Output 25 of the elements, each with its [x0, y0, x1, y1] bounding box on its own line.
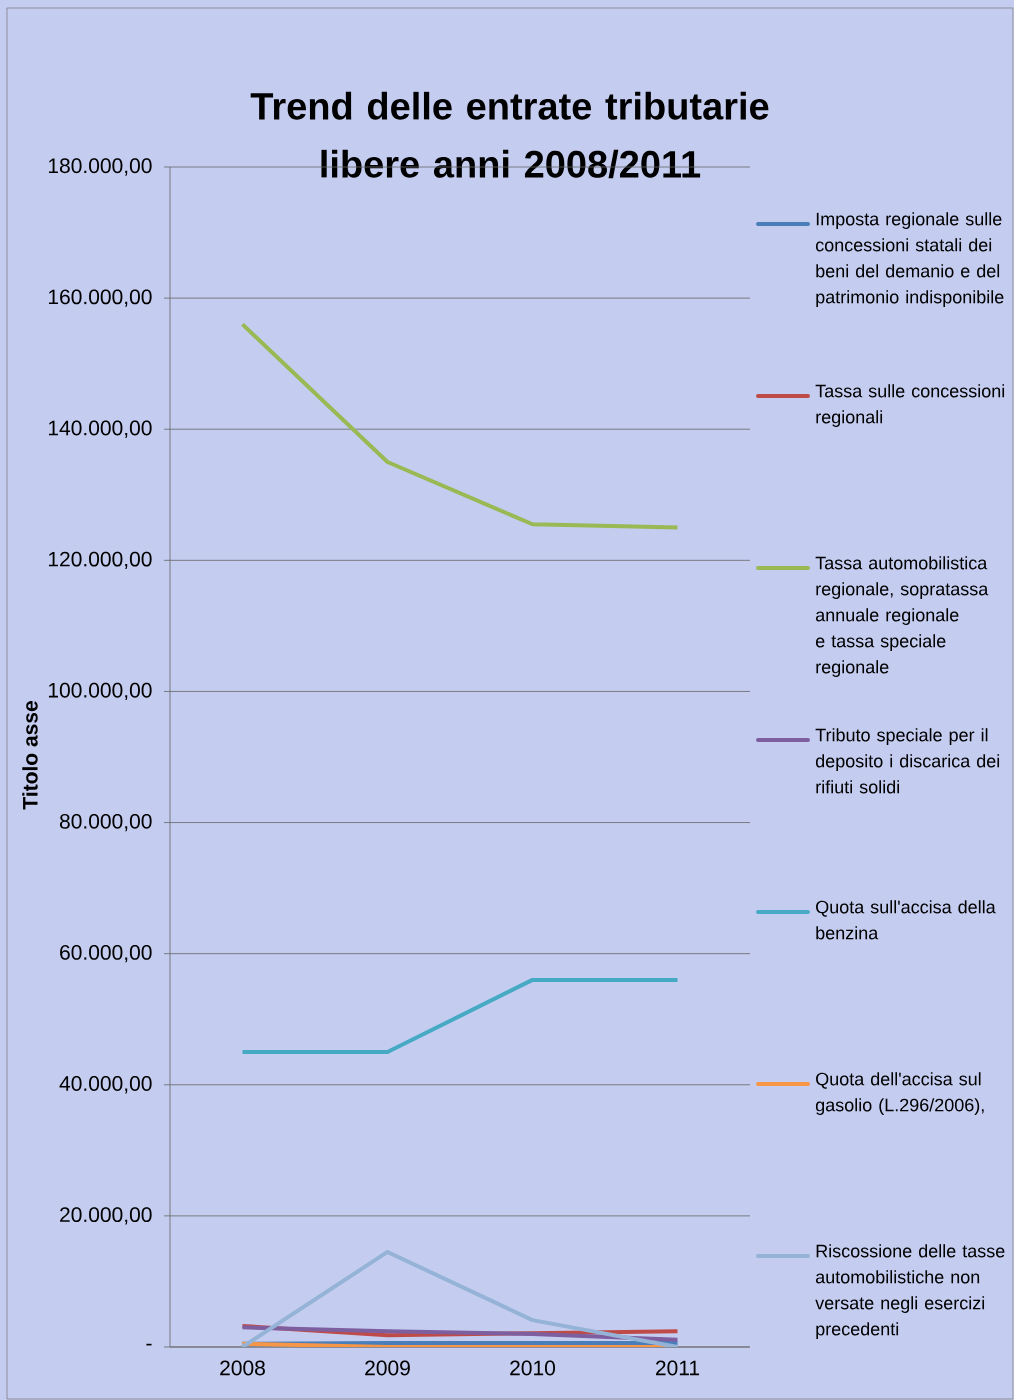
- line-series: [240, 1325, 680, 1342]
- chart-title: Trend delle entrate tributarie libere anni 2008/2011: [250, 91, 769, 179]
- legend-label: Quota dell'accisa sul gasolio (L.296/2006),: [815, 1072, 984, 1115]
- x-tick-label: 2008: [220, 1360, 265, 1376]
- y-tick-label: 20.000,00: [60, 1207, 152, 1225]
- y-tick-label: 180.000,00: [48, 158, 152, 176]
- y-tick-label: 60.000,00: [60, 944, 152, 963]
- x-tick-label: 2010: [510, 1360, 556, 1376]
- x-tick-label: 2011: [655, 1360, 700, 1376]
- y-tick-label: 160.000,00: [48, 289, 152, 307]
- y-tick-label: 140.000,00: [48, 420, 152, 438]
- legend-label: Imposta regionale sulle concessioni statali dei beni del demanio e del patrimonio indisponibile: [815, 212, 1004, 307]
- y-tick-label: -: [146, 1343, 152, 1346]
- legend-label: Tributo speciale per il deposito i discarica dei rifiuti solidi: [815, 728, 1000, 794]
- y-tick-label: 80.000,00: [59, 813, 152, 832]
- y-axis-title: Titolo asse: [22, 701, 38, 810]
- legend-label: Tassa automobilistica regionale, sopratassa annuale regionale e tassa speciale regionale: [815, 556, 989, 677]
- legend-label: Tassa sulle concessioni regionali: [815, 384, 1005, 427]
- legend-label: Riscossione delle tasse automobilistiche non versate negli esercizi precedenti: [815, 1244, 1005, 1339]
- line-series: [240, 322, 680, 530]
- y-tick-label: 100.000,00: [48, 682, 152, 701]
- x-tick-label: 2009: [365, 1360, 410, 1376]
- y-tick-label: 120.000,00: [48, 551, 152, 569]
- legend-label: Quota sull'accisa della benzina: [816, 900, 996, 940]
- y-tick-label: 40.000,00: [59, 1076, 152, 1094]
